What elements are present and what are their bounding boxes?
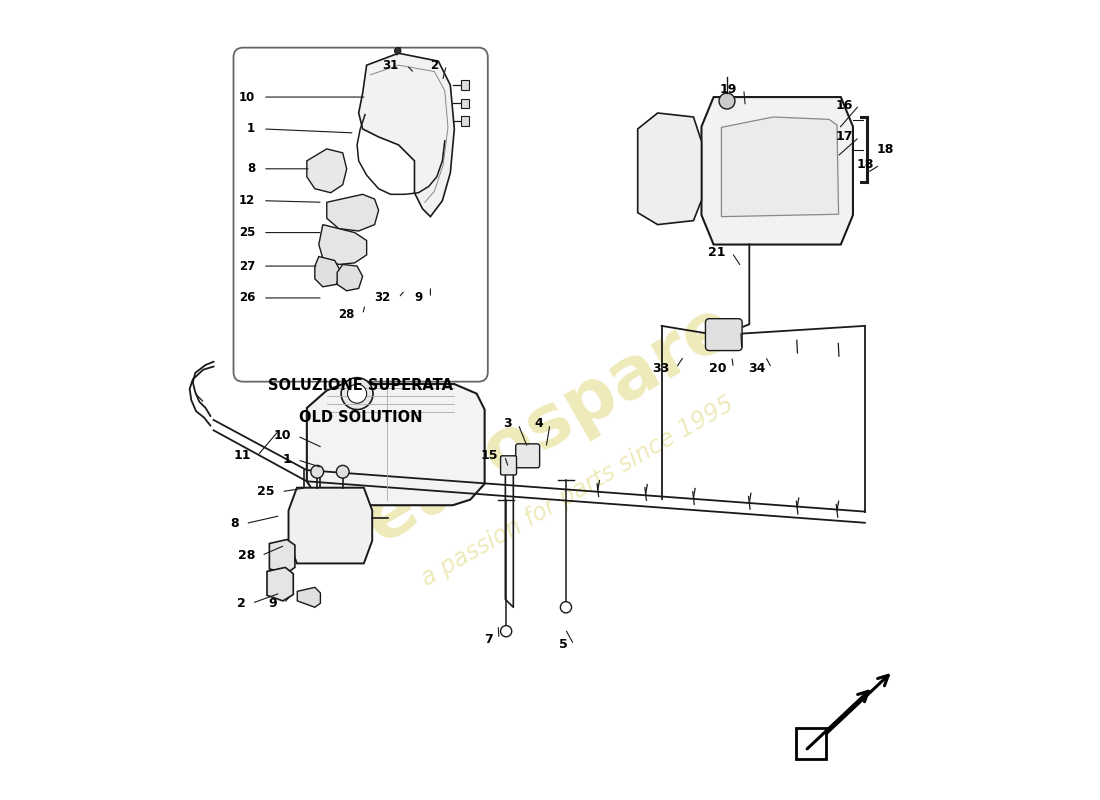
Polygon shape [307, 384, 485, 506]
Polygon shape [270, 539, 295, 573]
Text: 21: 21 [708, 246, 725, 259]
Text: 27: 27 [239, 259, 255, 273]
Polygon shape [327, 194, 378, 231]
Circle shape [719, 93, 735, 109]
FancyBboxPatch shape [233, 48, 487, 382]
Text: 28: 28 [339, 308, 354, 321]
Text: 8: 8 [246, 162, 255, 175]
Polygon shape [702, 97, 853, 245]
Bar [461, 116, 469, 126]
Text: 17: 17 [835, 130, 852, 143]
Circle shape [560, 602, 572, 613]
Text: 2: 2 [236, 597, 245, 610]
Polygon shape [638, 113, 702, 225]
Text: 9: 9 [415, 291, 422, 305]
Text: 2: 2 [430, 58, 439, 72]
Circle shape [395, 48, 400, 54]
Bar [461, 98, 469, 108]
Polygon shape [307, 149, 346, 193]
Text: 25: 25 [239, 226, 255, 239]
Text: 11: 11 [233, 450, 251, 462]
Text: 34: 34 [748, 362, 766, 374]
Polygon shape [315, 257, 341, 286]
Text: a passion for parts since 1995: a passion for parts since 1995 [417, 392, 738, 591]
Text: 7: 7 [484, 633, 493, 646]
Text: 32: 32 [374, 291, 390, 305]
Polygon shape [722, 117, 838, 217]
Text: 26: 26 [239, 291, 255, 305]
Polygon shape [288, 488, 372, 563]
Text: 28: 28 [238, 549, 255, 562]
Text: 10: 10 [274, 430, 290, 442]
Text: 10: 10 [239, 90, 255, 103]
Text: OLD SOLUTION: OLD SOLUTION [299, 410, 422, 426]
Text: 20: 20 [710, 362, 727, 374]
Polygon shape [267, 567, 294, 601]
Text: 15: 15 [481, 450, 498, 462]
FancyBboxPatch shape [500, 456, 517, 475]
Bar [461, 80, 469, 90]
Text: 18: 18 [856, 158, 873, 171]
Text: 18: 18 [877, 143, 894, 156]
Text: 9: 9 [268, 597, 277, 610]
Circle shape [341, 378, 373, 410]
Text: 12: 12 [239, 194, 255, 207]
Text: 31: 31 [383, 58, 398, 72]
Circle shape [348, 384, 366, 403]
Text: eurospare: eurospare [353, 290, 747, 558]
Bar [795, 729, 826, 758]
Text: 4: 4 [535, 418, 543, 430]
Polygon shape [337, 265, 363, 290]
Text: 8: 8 [231, 517, 239, 530]
FancyBboxPatch shape [705, 318, 742, 350]
Text: 33: 33 [652, 362, 670, 374]
Text: 16: 16 [836, 98, 852, 111]
Polygon shape [359, 54, 454, 217]
Text: 5: 5 [559, 638, 568, 651]
Polygon shape [319, 225, 366, 265]
Polygon shape [297, 587, 320, 607]
Circle shape [311, 466, 323, 478]
Text: 19: 19 [720, 82, 737, 95]
Text: 1: 1 [283, 454, 290, 466]
Text: 1: 1 [246, 122, 255, 135]
Circle shape [500, 626, 512, 637]
Text: 25: 25 [257, 485, 275, 498]
Text: 3: 3 [503, 418, 512, 430]
Circle shape [337, 466, 349, 478]
Text: SOLUZIONE SUPERATA: SOLUZIONE SUPERATA [268, 378, 453, 394]
FancyBboxPatch shape [516, 444, 540, 468]
